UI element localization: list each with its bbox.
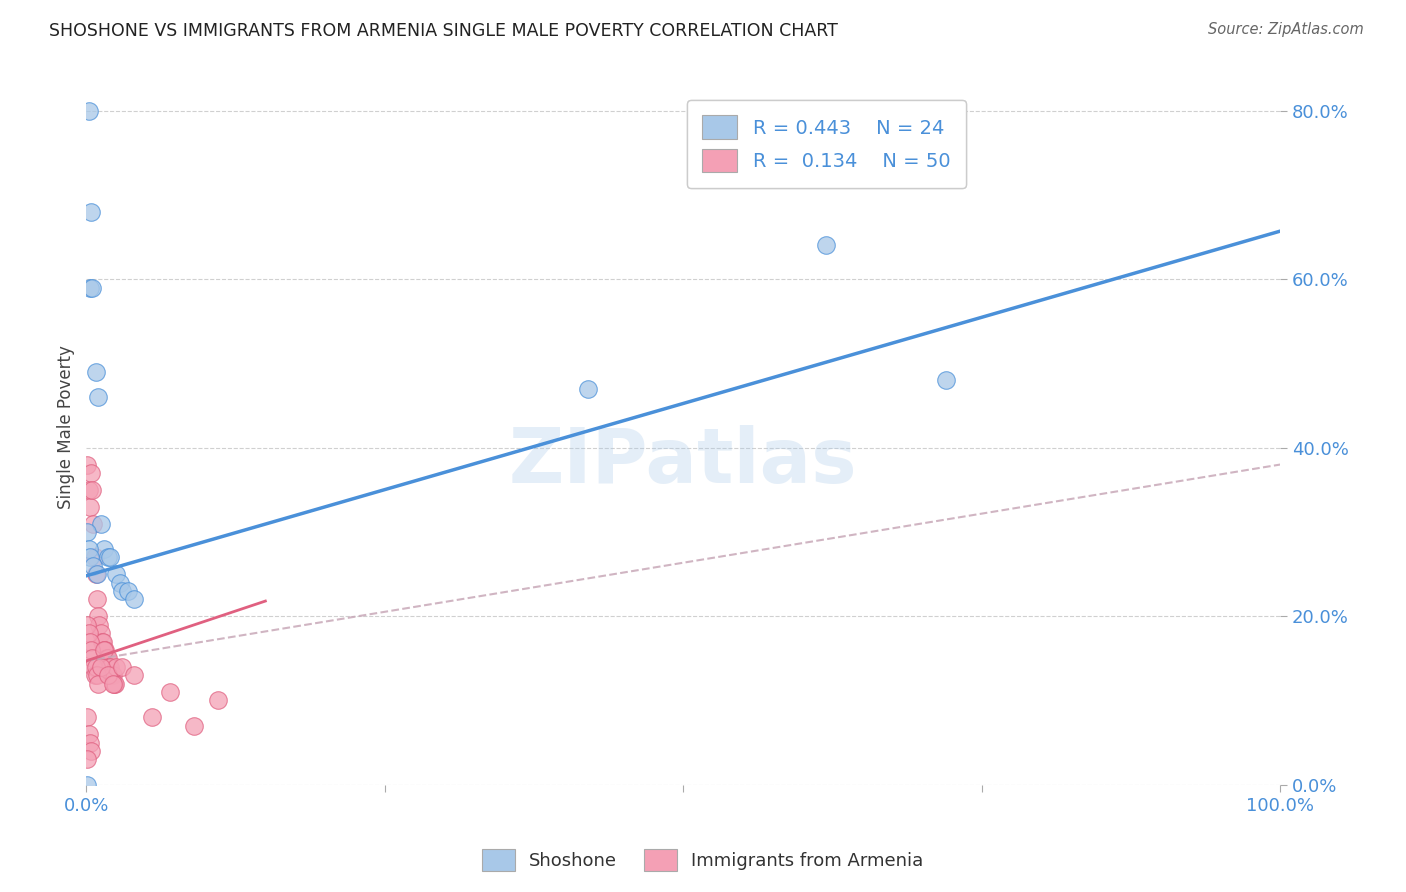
Point — [90, 516, 112, 531]
Point — [159, 685, 181, 699]
Legend: Shoshone, Immigrants from Armenia: Shoshone, Immigrants from Armenia — [475, 842, 931, 879]
Point — [93, 643, 115, 657]
Point — [111, 583, 134, 598]
Point — [94, 643, 117, 657]
Point — [90, 634, 112, 648]
Point — [815, 238, 838, 252]
Point — [82, 651, 104, 665]
Point — [82, 558, 104, 573]
Point — [87, 676, 110, 690]
Point — [77, 541, 100, 556]
Point — [97, 550, 120, 565]
Point — [183, 719, 205, 733]
Point — [82, 280, 104, 294]
Point — [82, 660, 104, 674]
Point — [82, 483, 104, 497]
Point — [89, 617, 111, 632]
Text: SHOSHONE VS IMMIGRANTS FROM ARMENIA SINGLE MALE POVERTY CORRELATION CHART: SHOSHONE VS IMMIGRANTS FROM ARMENIA SING… — [49, 22, 838, 40]
Point — [87, 609, 110, 624]
Point — [98, 550, 121, 565]
Point — [79, 550, 101, 565]
Point — [98, 660, 121, 674]
Point — [100, 668, 122, 682]
Point — [103, 676, 125, 690]
Text: Source: ZipAtlas.com: Source: ZipAtlas.com — [1208, 22, 1364, 37]
Point — [576, 382, 599, 396]
Text: ZIPatlas: ZIPatlas — [509, 425, 858, 500]
Point — [122, 592, 145, 607]
Point — [84, 660, 107, 674]
Point — [91, 634, 114, 648]
Point — [77, 483, 100, 497]
Point — [96, 651, 118, 665]
Point — [77, 626, 100, 640]
Point — [76, 778, 98, 792]
Point — [207, 693, 229, 707]
Point — [93, 541, 115, 556]
Point — [86, 592, 108, 607]
Point — [101, 676, 124, 690]
Point — [79, 634, 101, 648]
Point — [76, 524, 98, 539]
Point — [105, 660, 128, 674]
Point — [98, 660, 121, 674]
Point — [84, 567, 107, 582]
Point — [117, 583, 139, 598]
Point — [86, 567, 108, 582]
Point — [80, 643, 103, 657]
Point — [104, 676, 127, 690]
Point — [97, 651, 120, 665]
Point — [83, 668, 105, 682]
Point — [105, 567, 128, 582]
Point — [108, 575, 131, 590]
Point — [80, 466, 103, 480]
Y-axis label: Single Male Poverty: Single Male Poverty — [58, 344, 75, 508]
Point — [87, 390, 110, 404]
Point — [90, 626, 112, 640]
Point — [77, 103, 100, 118]
Point — [93, 643, 115, 657]
Point — [80, 744, 103, 758]
Point — [76, 617, 98, 632]
Point — [111, 660, 134, 674]
Point — [76, 710, 98, 724]
Point — [80, 204, 103, 219]
Point — [76, 752, 98, 766]
Point — [141, 710, 163, 724]
Point — [935, 373, 957, 387]
Point — [84, 365, 107, 379]
Point — [97, 668, 120, 682]
Point — [79, 280, 101, 294]
Point — [76, 458, 98, 472]
Point — [90, 660, 112, 674]
Point — [122, 668, 145, 682]
Point — [83, 550, 105, 565]
Legend: R = 0.443    N = 24, R =  0.134    N = 50: R = 0.443 N = 24, R = 0.134 N = 50 — [688, 100, 966, 188]
Point — [77, 727, 100, 741]
Point — [79, 500, 101, 514]
Point — [86, 668, 108, 682]
Point — [82, 516, 104, 531]
Point — [101, 668, 124, 682]
Point — [79, 736, 101, 750]
